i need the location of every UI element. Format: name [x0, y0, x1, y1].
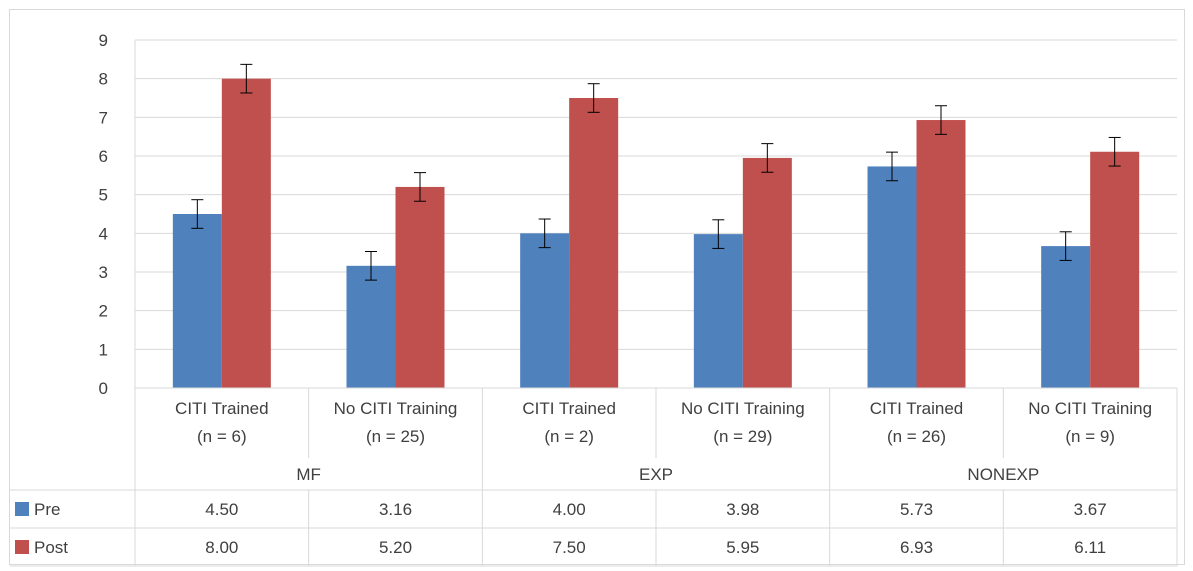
legend-swatch-post	[15, 540, 29, 554]
category-label-line2: (n = 2)	[544, 427, 594, 446]
group-label: NONEXP	[967, 465, 1039, 484]
group-label: MF	[296, 465, 321, 484]
y-tick-label: 1	[99, 340, 108, 359]
category-label-line2: (n = 9)	[1065, 427, 1115, 446]
bar-post	[742, 157, 792, 388]
y-tick-label: 4	[99, 224, 108, 243]
category-label-line2: (n = 6)	[197, 427, 247, 446]
legend-swatch-pre	[15, 502, 29, 516]
chart-frame	[9, 9, 1185, 565]
data-table-value: 3.67	[1074, 500, 1107, 519]
bar-post	[395, 186, 445, 388]
bar-pre	[867, 166, 917, 388]
y-tick-label: 2	[99, 302, 108, 321]
data-table-value: 7.50	[553, 538, 586, 557]
y-tick-label: 6	[99, 147, 108, 166]
bar-pre	[172, 214, 222, 388]
bar-pre	[1041, 246, 1091, 388]
y-tick-label: 3	[99, 263, 108, 282]
category-label-line1: CITI Trained	[175, 399, 269, 418]
category-label-line1: CITI Trained	[522, 399, 616, 418]
y-tick-label: 7	[99, 108, 108, 127]
y-tick-label: 5	[99, 186, 108, 205]
data-table-value: 4.50	[205, 500, 238, 519]
category-label-line1: CITI Trained	[870, 399, 964, 418]
category-label-line1: No CITI Training	[681, 399, 805, 418]
bar-pre	[693, 234, 743, 388]
bar-pre	[520, 233, 570, 388]
category-label-line1: No CITI Training	[1028, 399, 1152, 418]
data-table-value: 8.00	[205, 538, 238, 557]
category-label-line2: (n = 25)	[366, 427, 425, 446]
bar-post	[1090, 151, 1140, 388]
category-label-line2: (n = 26)	[887, 427, 946, 446]
data-table-value: 3.98	[726, 500, 759, 519]
bar-post	[916, 120, 966, 388]
legend-label-post: Post	[34, 538, 68, 557]
y-tick-label: 0	[99, 379, 108, 398]
data-table-value: 4.00	[553, 500, 586, 519]
legend-label-pre: Pre	[34, 500, 60, 519]
bar-post	[569, 98, 619, 388]
data-table-value: 6.11	[1074, 538, 1106, 557]
data-table-value: 6.93	[900, 538, 933, 557]
bar-pre	[346, 265, 396, 388]
data-table-value: 5.20	[379, 538, 412, 557]
y-tick-label: 9	[99, 31, 108, 50]
category-label-line1: No CITI Training	[334, 399, 458, 418]
data-table-value: 5.95	[726, 538, 759, 557]
group-label: EXP	[639, 465, 673, 484]
data-table-value: 3.16	[379, 500, 412, 519]
data-table-value: 5.73	[900, 500, 933, 519]
bar-post	[221, 78, 271, 389]
category-label-line2: (n = 29)	[713, 427, 772, 446]
y-tick-label: 8	[99, 70, 108, 89]
